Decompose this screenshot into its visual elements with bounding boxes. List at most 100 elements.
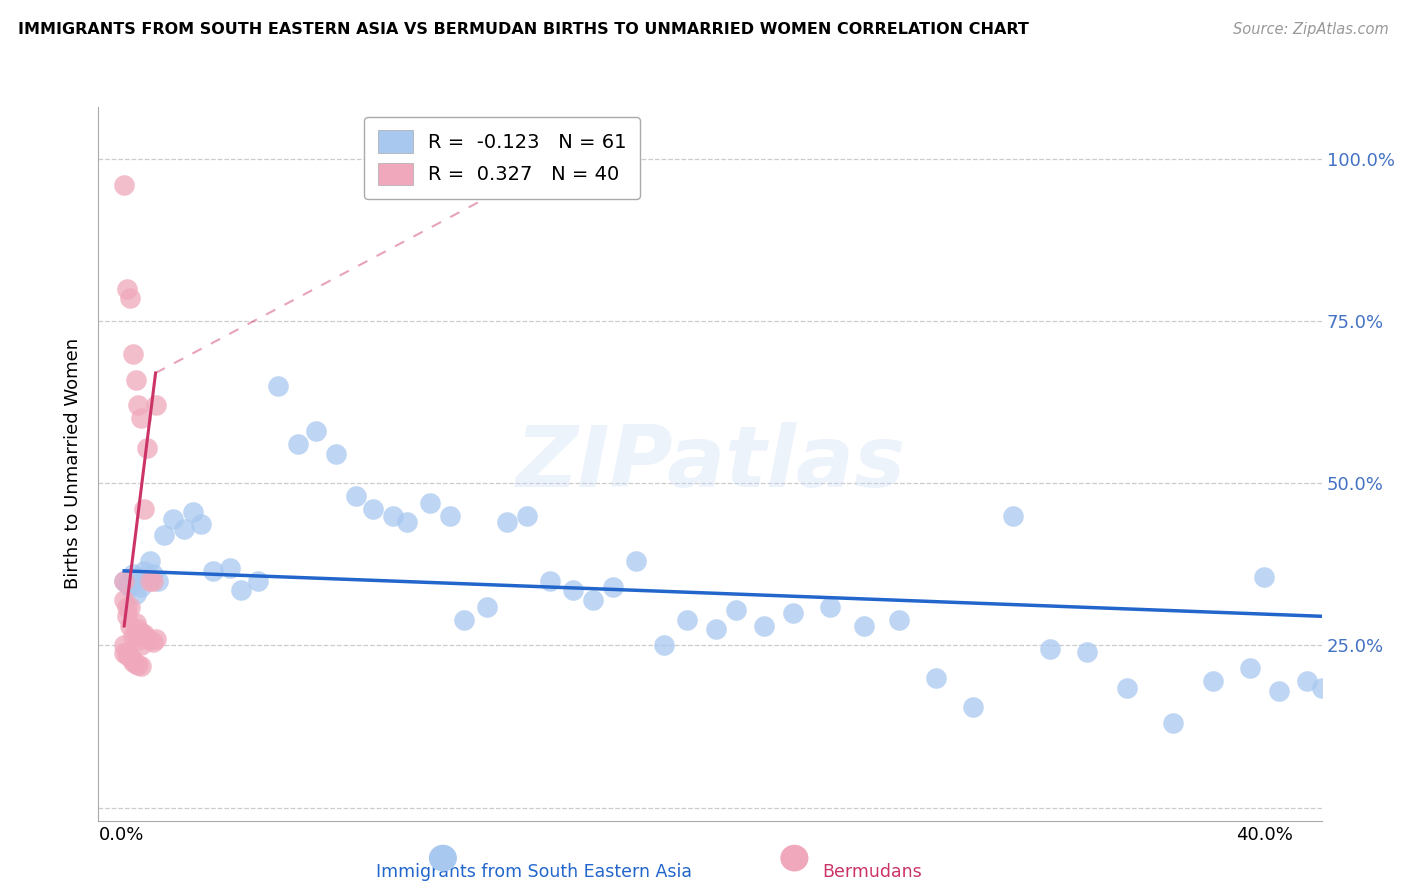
Point <box>381 508 404 523</box>
Point <box>1268 684 1291 698</box>
Point <box>247 574 270 588</box>
Point <box>145 632 167 646</box>
Point <box>124 615 146 630</box>
Point <box>124 657 146 671</box>
Point <box>754 619 776 633</box>
Point <box>112 574 135 588</box>
Point <box>118 292 141 306</box>
Text: Bermudans: Bermudans <box>823 863 921 881</box>
Point <box>1116 681 1139 695</box>
Point <box>1253 570 1275 584</box>
Point <box>112 646 135 660</box>
Point <box>129 580 152 594</box>
Point <box>1296 674 1319 689</box>
Point <box>219 560 242 574</box>
Point <box>190 516 212 531</box>
Text: ZIPatlas: ZIPatlas <box>515 422 905 506</box>
Point <box>112 574 135 588</box>
Point <box>173 522 195 536</box>
Point <box>561 583 583 598</box>
Point <box>115 609 138 624</box>
Point <box>129 659 152 673</box>
Point <box>1001 508 1024 523</box>
Point <box>142 574 165 588</box>
Point <box>118 619 141 633</box>
Point <box>538 574 561 588</box>
Point <box>344 489 367 503</box>
Point <box>818 599 841 614</box>
Point <box>1076 645 1098 659</box>
Point <box>148 574 170 588</box>
Point <box>139 554 162 568</box>
Point <box>704 622 727 636</box>
Point <box>325 447 347 461</box>
Point <box>112 178 135 192</box>
Point <box>139 574 162 588</box>
Point <box>361 502 384 516</box>
Point <box>1239 661 1261 675</box>
Point <box>453 613 475 627</box>
Point <box>115 577 138 591</box>
Point <box>129 411 152 425</box>
Text: Immigrants from South Eastern Asia: Immigrants from South Eastern Asia <box>377 863 692 881</box>
Text: Source: ZipAtlas.com: Source: ZipAtlas.com <box>1233 22 1389 37</box>
Point <box>782 606 804 620</box>
Point <box>396 515 419 529</box>
Point <box>115 648 138 663</box>
Point <box>145 399 167 413</box>
Point <box>112 593 135 607</box>
Point <box>925 671 948 685</box>
Point <box>121 346 143 360</box>
Point <box>134 502 156 516</box>
Point <box>142 567 165 582</box>
Point <box>129 639 152 653</box>
Point <box>724 603 747 617</box>
Point <box>624 554 647 568</box>
Point <box>602 580 624 594</box>
Point <box>1310 681 1333 695</box>
Point <box>121 567 143 582</box>
Point <box>129 625 152 640</box>
Point <box>496 515 519 529</box>
Point <box>1202 674 1225 689</box>
Point <box>134 627 156 641</box>
Legend: R =  -0.123   N = 61, R =  0.327   N = 40: R = -0.123 N = 61, R = 0.327 N = 40 <box>364 117 640 199</box>
Point <box>181 506 204 520</box>
Point <box>115 599 138 614</box>
Point <box>582 593 605 607</box>
Point <box>127 399 149 413</box>
Point <box>287 437 309 451</box>
Y-axis label: Births to Unmarried Women: Births to Unmarried Women <box>65 338 83 590</box>
Point <box>118 580 141 594</box>
Point <box>118 599 141 614</box>
Point <box>121 655 143 669</box>
Point <box>118 650 141 665</box>
Point <box>127 633 149 648</box>
Point <box>231 583 253 598</box>
Point <box>475 599 498 614</box>
Point <box>652 639 675 653</box>
Point <box>162 512 184 526</box>
Point <box>1161 716 1184 731</box>
Point <box>134 564 156 578</box>
Point <box>304 425 326 439</box>
Point <box>962 700 984 714</box>
Point <box>136 441 159 455</box>
Point <box>153 528 176 542</box>
Point <box>127 622 149 636</box>
Point <box>115 282 138 296</box>
Point <box>853 619 876 633</box>
Point <box>124 372 146 386</box>
Point <box>676 613 699 627</box>
Point <box>115 645 138 659</box>
Point <box>201 564 224 578</box>
Text: IMMIGRANTS FROM SOUTH EASTERN ASIA VS BERMUDAN BIRTHS TO UNMARRIED WOMEN CORRELA: IMMIGRANTS FROM SOUTH EASTERN ASIA VS BE… <box>18 22 1029 37</box>
Point <box>439 508 461 523</box>
Point <box>124 625 146 640</box>
Point <box>142 635 165 649</box>
Point <box>887 613 910 627</box>
Point <box>136 631 159 645</box>
Point <box>121 653 143 667</box>
Point <box>127 570 149 584</box>
Point <box>124 586 146 600</box>
